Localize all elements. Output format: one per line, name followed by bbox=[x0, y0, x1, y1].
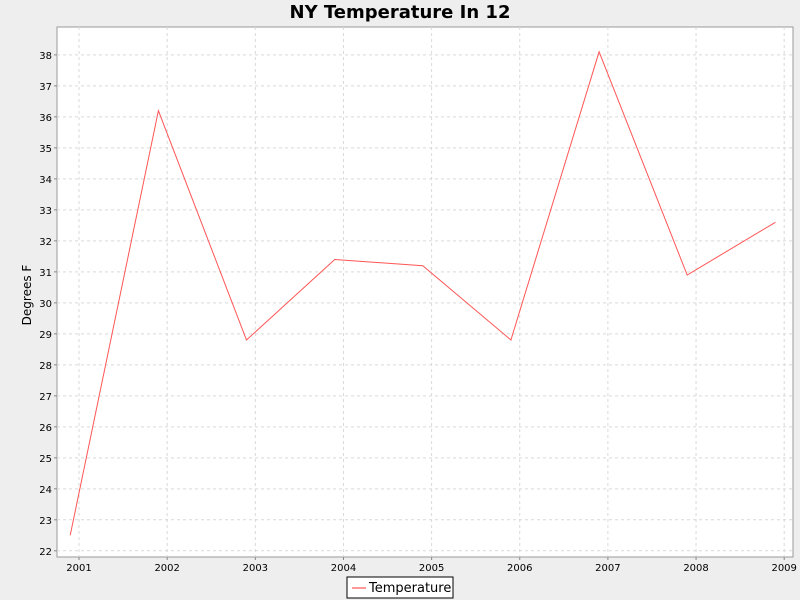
y-tick-label: 37 bbox=[39, 82, 52, 93]
y-tick-label: 29 bbox=[39, 330, 52, 341]
x-tick-label: 2004 bbox=[331, 563, 356, 574]
y-tick-label: 26 bbox=[39, 423, 52, 434]
y-tick-label: 31 bbox=[39, 268, 52, 279]
series-line-temperature bbox=[69, 50, 776, 536]
x-tick-label: 2003 bbox=[243, 563, 268, 574]
y-axis-label: Degrees F bbox=[20, 265, 34, 326]
y-tick-label: 34 bbox=[39, 175, 52, 186]
y-tick-label: 27 bbox=[39, 392, 52, 403]
series-layer bbox=[69, 50, 776, 536]
plot-area bbox=[56, 26, 794, 558]
y-tick-label: 33 bbox=[39, 206, 52, 217]
x-tick-label: 2007 bbox=[595, 563, 620, 574]
y-tick-label: 25 bbox=[39, 454, 52, 465]
legend-box bbox=[346, 576, 454, 599]
y-tick-label: 22 bbox=[39, 547, 52, 558]
x-tick-label: 2009 bbox=[771, 563, 796, 574]
y-tick-label: 36 bbox=[39, 113, 52, 124]
x-tick-label: 2006 bbox=[507, 563, 532, 574]
x-tick-label: 2002 bbox=[154, 563, 179, 574]
y-tick-label: 38 bbox=[39, 51, 52, 62]
x-tick-label: 2008 bbox=[683, 563, 708, 574]
axes: 22 23 24 25 26 27 28 29 30 31 32 33 34 35 36 37 38 2001 20… bbox=[39, 51, 797, 574]
y-tick-label: 23 bbox=[39, 516, 52, 527]
x-tick-label: 2005 bbox=[419, 563, 444, 574]
chart-title: NY Temperature In 12 bbox=[290, 2, 511, 23]
legend-label: Temperature bbox=[368, 581, 451, 596]
x-tick-label: 2001 bbox=[66, 563, 91, 574]
y-tick-label: 35 bbox=[39, 144, 52, 155]
y-tick-label: 28 bbox=[39, 361, 52, 372]
y-tick-label: 30 bbox=[39, 299, 52, 310]
legend: Temperature bbox=[346, 576, 454, 599]
y-tick-label: 24 bbox=[39, 485, 52, 496]
grid bbox=[57, 27, 793, 557]
y-tick-label: 32 bbox=[39, 237, 52, 248]
